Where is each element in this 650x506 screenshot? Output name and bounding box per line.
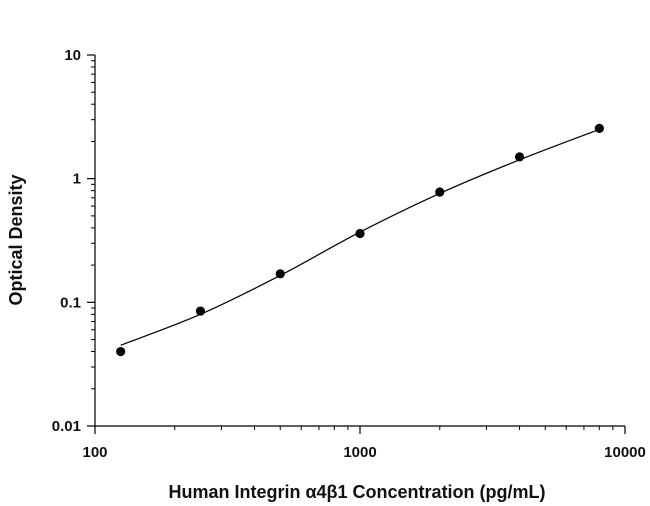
y-axis-tick-labels: 0.01 0.1 1 10 (52, 47, 81, 435)
y-tick-label: 10 (64, 47, 81, 64)
data-point (355, 228, 365, 239)
data-points (116, 123, 604, 357)
data-point (116, 346, 126, 357)
x-axis-ticks (94, 426, 626, 434)
x-tick-label: 10000 (604, 444, 646, 461)
data-point (275, 269, 285, 279)
x-tick-label: 1000 (343, 444, 376, 461)
axes (94, 55, 625, 427)
y-tick-label: 0.01 (52, 418, 81, 435)
y-tick-label: 0.1 (60, 294, 81, 311)
x-tick-label: 100 (82, 444, 107, 461)
y-axis-ticks (87, 54, 95, 427)
data-point (435, 187, 445, 197)
data-point (195, 306, 206, 316)
x-axis-tick-labels: 100 1000 10000 (82, 444, 645, 461)
x-axis-title: Human Integrin α4β1 Concentration (pg/mL… (168, 482, 545, 502)
y-axis-title: Optical Density (6, 174, 26, 305)
y-tick-label: 1 (73, 171, 81, 188)
data-point (514, 152, 525, 162)
data-point (594, 123, 604, 133)
